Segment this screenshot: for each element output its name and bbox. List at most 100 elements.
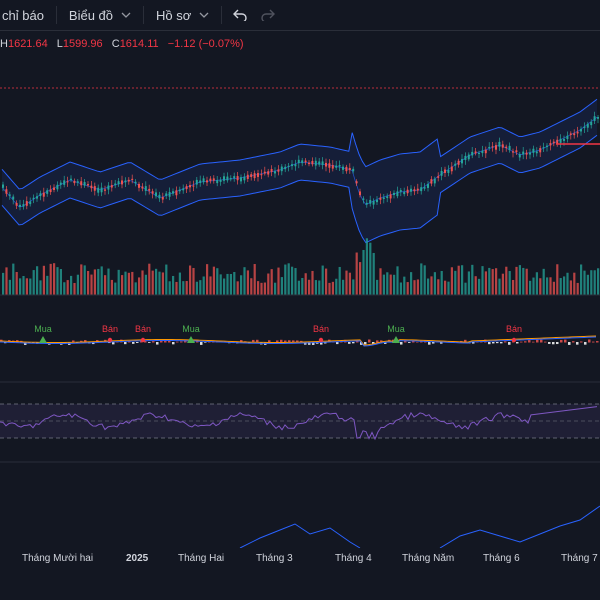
profile-menu-button[interactable]: Hồ sơ xyxy=(148,0,217,30)
indicators-button[interactable]: chỉ báo xyxy=(0,0,52,30)
volume-bar xyxy=(552,281,555,295)
bollinger-upper-line xyxy=(1,98,598,190)
candle-body xyxy=(542,147,545,149)
axis-tick-label: Tháng Mười hai xyxy=(22,553,94,564)
redo-button[interactable] xyxy=(254,0,282,30)
candle-body xyxy=(413,189,416,192)
candle-body xyxy=(352,168,355,172)
volume-bar xyxy=(464,282,467,295)
volume-bar xyxy=(270,269,273,295)
undo-button[interactable] xyxy=(226,0,254,30)
volume-bar xyxy=(389,274,392,295)
sell-dot-icon xyxy=(107,337,113,343)
candle-body xyxy=(138,183,140,188)
volume-bar xyxy=(348,272,351,295)
volume-bar xyxy=(325,268,328,295)
macd-histogram-bar xyxy=(72,340,75,343)
volume-bar xyxy=(437,279,440,295)
volume-bar xyxy=(178,272,181,295)
axis-tick-label: Tháng Hai xyxy=(178,553,225,564)
candle-body xyxy=(12,196,15,200)
volume-bar xyxy=(508,271,511,295)
volume-bar xyxy=(223,278,226,295)
axis-tick-label: 2025 xyxy=(126,553,149,564)
macd-histogram-bar xyxy=(596,341,599,343)
high-key: H xyxy=(0,38,8,50)
volume-bar xyxy=(229,273,232,295)
candle-body xyxy=(549,143,552,146)
candle-body xyxy=(165,193,168,196)
candle-body xyxy=(39,193,42,197)
candle-body xyxy=(403,191,406,195)
candle-body xyxy=(93,186,96,191)
candle-body xyxy=(338,165,341,167)
macd-histogram-bar xyxy=(372,342,375,345)
change-value: −1.12 (−0.07%) xyxy=(167,38,244,50)
volume-bar xyxy=(379,268,382,295)
candle-body xyxy=(240,177,242,182)
volume-bar xyxy=(457,265,460,295)
volume-bar xyxy=(522,267,525,295)
macd-histogram-bar xyxy=(176,341,179,343)
time-axis: Tháng Mười hai 2025 Tháng Hai Tháng 3 Th… xyxy=(0,548,600,568)
volume-bar xyxy=(413,280,416,295)
candle-body xyxy=(342,166,344,170)
macd-histogram-bar xyxy=(124,342,127,345)
volume-bar xyxy=(151,270,154,295)
macd-histogram-bar xyxy=(84,340,87,343)
macd-histogram-bar xyxy=(240,340,243,343)
candle-body xyxy=(151,191,154,194)
macd-histogram-bar xyxy=(148,342,151,343)
macd-histogram-bar xyxy=(376,340,379,343)
candle-body xyxy=(321,161,324,166)
signal-label: Bán xyxy=(102,324,118,334)
low-value: 1599.96 xyxy=(62,38,103,50)
candle-body xyxy=(583,126,586,129)
volume-bar xyxy=(291,266,294,295)
volume-bar xyxy=(260,282,263,295)
candle-body xyxy=(566,135,569,140)
candle-body xyxy=(345,166,348,172)
candle-body xyxy=(430,179,433,184)
volume-bar xyxy=(42,265,45,295)
candle-body xyxy=(376,199,378,203)
candle-body xyxy=(110,185,113,188)
volume-bar xyxy=(454,270,457,295)
macd-histogram-bar xyxy=(308,342,311,345)
volume-bar xyxy=(331,281,334,295)
volume-bar xyxy=(450,267,453,295)
candle-body xyxy=(175,190,178,196)
macd-histogram-bar xyxy=(348,342,351,344)
volume-bar xyxy=(110,279,113,295)
candle-body xyxy=(148,188,151,191)
candle-body xyxy=(25,201,28,206)
candle-body xyxy=(2,184,4,188)
chart-canvas[interactable]: Mua Bán Bán Mua Bán Mua Bán xyxy=(0,30,600,548)
candle-body xyxy=(263,171,266,174)
volume-bar xyxy=(467,271,470,295)
macd-histogram-bar xyxy=(140,340,143,343)
candle-body xyxy=(529,152,531,155)
candle-body xyxy=(284,166,287,170)
volume-bar xyxy=(257,281,260,295)
volume-bar xyxy=(311,270,314,295)
volume-bar xyxy=(294,268,297,295)
macd-histogram-bar xyxy=(380,340,383,343)
signal-label: Mua xyxy=(182,324,200,334)
volume-bar xyxy=(148,263,151,295)
close-value: 1614.11 xyxy=(119,38,159,50)
volume-bar xyxy=(233,272,236,295)
candle-body xyxy=(481,150,484,154)
candle-body xyxy=(382,197,385,199)
volume-bar xyxy=(335,278,338,295)
candle-body xyxy=(365,202,368,205)
volume-bar xyxy=(372,252,375,295)
chart-menu-button[interactable]: Biểu đồ xyxy=(61,0,139,30)
candle-body xyxy=(423,187,426,189)
candle-body xyxy=(209,178,212,182)
macd-histogram-bar xyxy=(576,342,579,345)
macd-histogram-bar xyxy=(472,342,475,344)
candle-body xyxy=(97,187,100,193)
candle-body xyxy=(311,160,314,165)
candle-body xyxy=(512,151,514,153)
